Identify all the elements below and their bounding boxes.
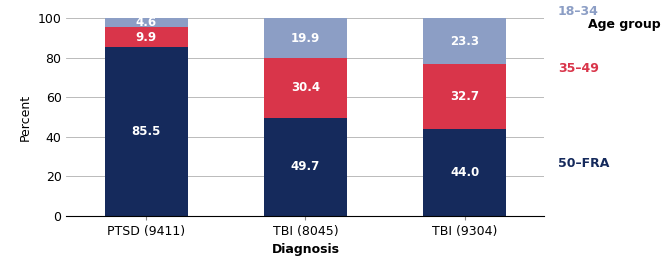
Text: 44.0: 44.0 [450,166,479,179]
Text: 19.9: 19.9 [291,32,320,44]
Text: 23.3: 23.3 [450,35,479,48]
Bar [264,118,347,216]
Text: 49.7: 49.7 [291,160,320,173]
Bar [264,18,347,58]
Bar [105,27,187,47]
Bar [105,47,187,216]
Text: 32.7: 32.7 [450,90,479,103]
Text: 50–FRA: 50–FRA [558,156,609,170]
Text: Age group: Age group [588,18,661,31]
Y-axis label: Percent: Percent [19,93,32,141]
Text: 18–34: 18–34 [558,5,599,18]
Bar [424,129,506,216]
Text: 35–49: 35–49 [558,62,599,75]
Bar [424,18,506,64]
Text: 85.5: 85.5 [131,125,161,138]
Text: 9.9: 9.9 [135,31,157,44]
Bar [264,58,347,118]
Bar [424,64,506,129]
X-axis label: Diagnosis: Diagnosis [272,243,339,256]
Text: 30.4: 30.4 [291,81,320,94]
Text: 4.6: 4.6 [135,17,157,29]
Bar [105,18,187,27]
